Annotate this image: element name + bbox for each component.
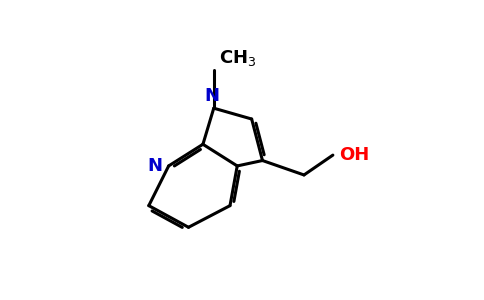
Text: CH$_3$: CH$_3$: [219, 49, 257, 68]
Text: N: N: [204, 87, 219, 105]
Text: OH: OH: [339, 146, 370, 164]
Text: N: N: [147, 157, 162, 175]
